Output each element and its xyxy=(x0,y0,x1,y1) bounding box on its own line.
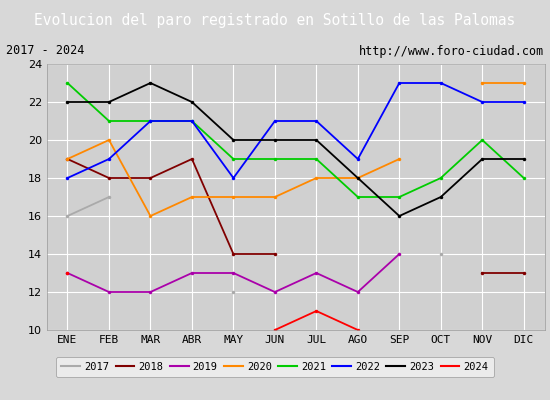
2018 xyxy=(64,156,71,161)
2021 xyxy=(272,156,278,161)
2023 xyxy=(189,100,195,104)
Line: 2023: 2023 xyxy=(65,81,526,218)
2023 xyxy=(106,100,112,104)
2018 xyxy=(230,252,236,256)
2018 xyxy=(189,156,195,161)
2019 xyxy=(189,270,195,275)
2022 xyxy=(64,176,71,180)
2021 xyxy=(355,194,361,199)
Line: 2020: 2020 xyxy=(65,138,402,218)
2019 xyxy=(64,270,71,275)
2021 xyxy=(313,156,320,161)
Line: 2019: 2019 xyxy=(65,252,402,294)
2020 xyxy=(355,176,361,180)
2017 xyxy=(64,214,71,218)
2020 xyxy=(272,194,278,199)
2023 xyxy=(147,81,154,86)
2021 xyxy=(396,194,403,199)
Line: 2021: 2021 xyxy=(65,81,526,199)
2023 xyxy=(64,100,71,104)
2020 xyxy=(313,176,320,180)
2022 xyxy=(272,118,278,123)
2020 xyxy=(106,138,112,142)
2023 xyxy=(479,156,486,161)
Line: 2022: 2022 xyxy=(65,81,526,180)
2020 xyxy=(64,156,71,161)
2022 xyxy=(230,176,236,180)
Text: 2017 - 2024: 2017 - 2024 xyxy=(6,44,84,58)
2022 xyxy=(147,118,154,123)
2022 xyxy=(520,100,527,104)
2020 xyxy=(189,194,195,199)
Text: Evolucion del paro registrado en Sotillo de las Palomas: Evolucion del paro registrado en Sotillo… xyxy=(34,14,516,28)
2018 xyxy=(106,176,112,180)
2022 xyxy=(355,156,361,161)
2023 xyxy=(272,138,278,142)
2023 xyxy=(520,156,527,161)
2020 xyxy=(396,156,403,161)
2023 xyxy=(313,138,320,142)
2022 xyxy=(396,81,403,86)
2023 xyxy=(437,194,444,199)
2021 xyxy=(147,118,154,123)
2022 xyxy=(479,100,486,104)
2019 xyxy=(147,290,154,294)
2022 xyxy=(189,118,195,123)
2019 xyxy=(272,290,278,294)
2022 xyxy=(313,118,320,123)
2022 xyxy=(437,81,444,86)
Line: 2018: 2018 xyxy=(65,157,277,256)
2023 xyxy=(230,138,236,142)
2019 xyxy=(106,290,112,294)
2023 xyxy=(355,176,361,180)
2021 xyxy=(479,138,486,142)
2020 xyxy=(147,214,154,218)
2018 xyxy=(272,252,278,256)
2019 xyxy=(355,290,361,294)
2018 xyxy=(147,176,154,180)
2020 xyxy=(230,194,236,199)
2021 xyxy=(520,176,527,180)
2021 xyxy=(106,118,112,123)
2021 xyxy=(64,81,71,86)
2021 xyxy=(437,176,444,180)
2019 xyxy=(313,270,320,275)
2021 xyxy=(189,118,195,123)
Text: http://www.foro-ciudad.com: http://www.foro-ciudad.com xyxy=(359,44,544,58)
Legend: 2017, 2018, 2019, 2020, 2021, 2022, 2023, 2024: 2017, 2018, 2019, 2020, 2021, 2022, 2023… xyxy=(56,357,494,377)
2022 xyxy=(106,156,112,161)
Line: 2017: 2017 xyxy=(65,195,111,218)
2023 xyxy=(396,214,403,218)
2019 xyxy=(396,252,403,256)
2017 xyxy=(106,194,112,199)
2019 xyxy=(230,270,236,275)
2021 xyxy=(230,156,236,161)
